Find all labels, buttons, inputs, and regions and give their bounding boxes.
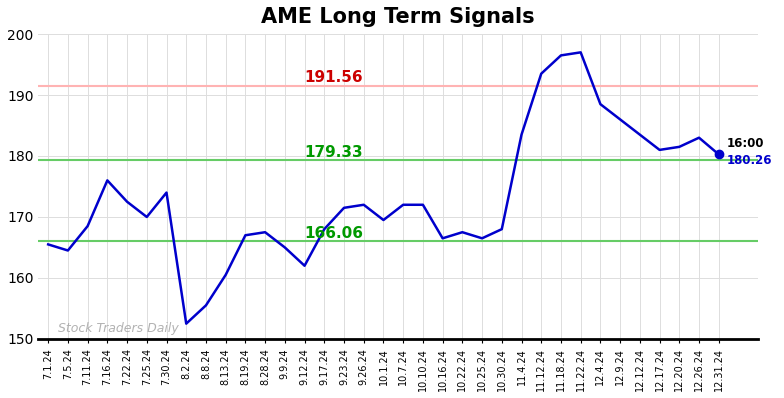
Text: 16:00: 16:00	[727, 137, 764, 150]
Text: 191.56: 191.56	[304, 70, 363, 86]
Text: Stock Traders Daily: Stock Traders Daily	[58, 322, 179, 335]
Text: 179.33: 179.33	[304, 145, 363, 160]
Text: 180.26: 180.26	[727, 154, 772, 166]
Text: 166.06: 166.06	[304, 226, 364, 241]
Title: AME Long Term Signals: AME Long Term Signals	[261, 7, 535, 27]
